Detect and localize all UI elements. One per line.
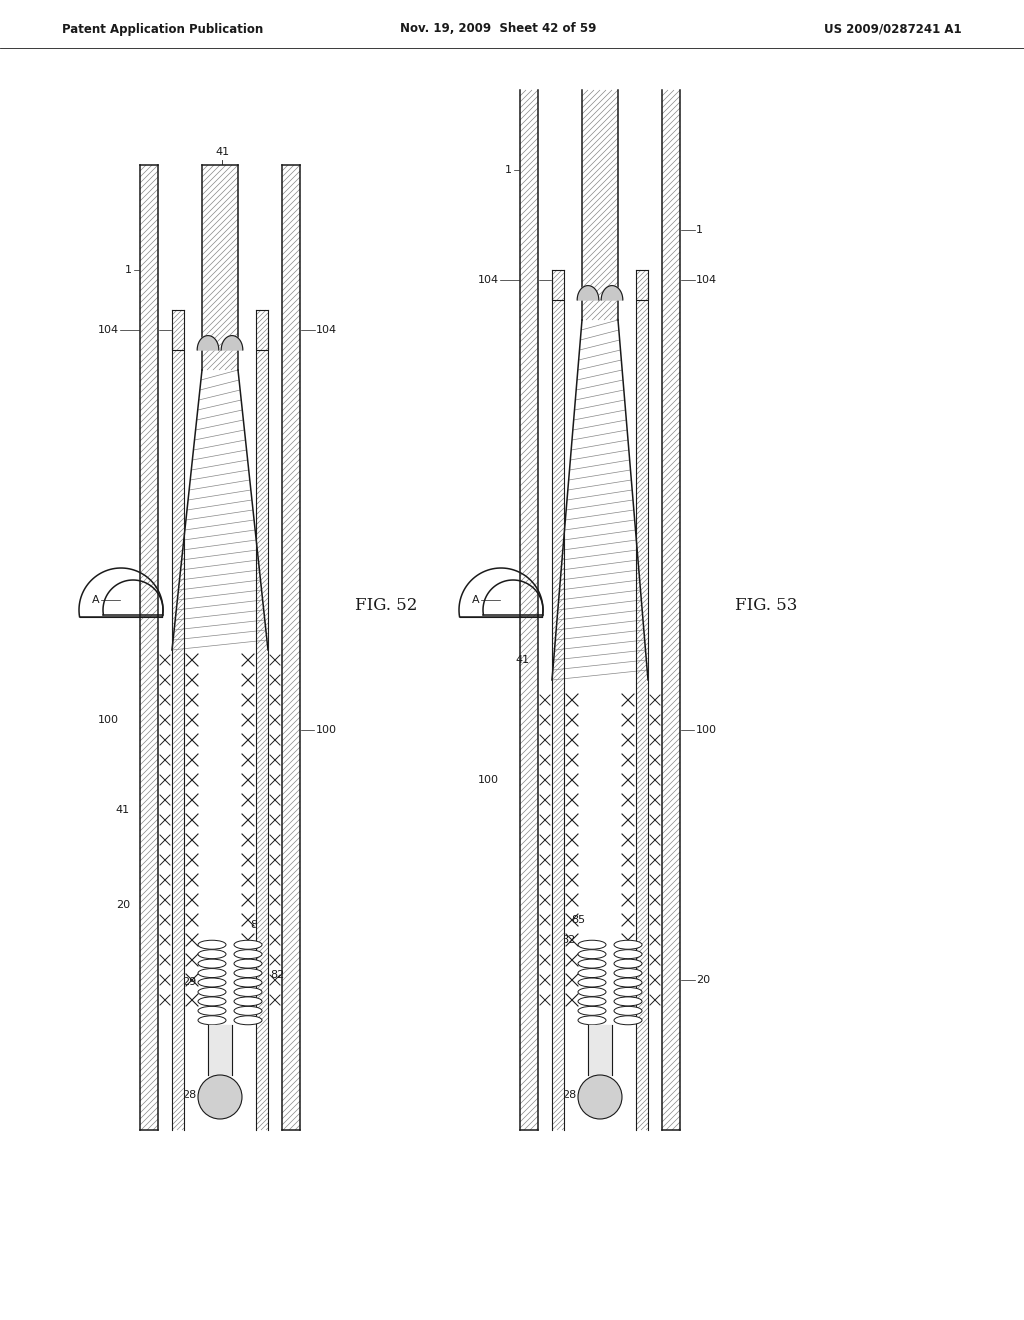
Text: 1: 1: [505, 165, 512, 176]
Ellipse shape: [234, 987, 262, 997]
Ellipse shape: [578, 997, 606, 1006]
Text: 85: 85: [570, 915, 585, 925]
Ellipse shape: [234, 978, 262, 987]
Ellipse shape: [198, 1016, 226, 1024]
Ellipse shape: [578, 978, 606, 987]
Ellipse shape: [614, 960, 642, 968]
Ellipse shape: [234, 969, 262, 978]
Text: FIG. 53: FIG. 53: [735, 597, 798, 614]
Text: 29: 29: [584, 975, 598, 985]
Text: 41: 41: [215, 147, 229, 157]
Ellipse shape: [614, 949, 642, 958]
Ellipse shape: [614, 987, 642, 997]
Text: 100: 100: [98, 715, 119, 725]
Ellipse shape: [234, 997, 262, 1006]
Ellipse shape: [234, 960, 262, 968]
Ellipse shape: [578, 987, 606, 997]
Polygon shape: [578, 285, 599, 300]
Text: 82: 82: [562, 935, 575, 945]
Ellipse shape: [198, 997, 226, 1006]
Text: 104: 104: [316, 325, 337, 335]
Ellipse shape: [578, 940, 606, 949]
Ellipse shape: [234, 1016, 262, 1024]
Polygon shape: [198, 335, 219, 350]
Ellipse shape: [614, 997, 642, 1006]
Ellipse shape: [614, 940, 642, 949]
Text: 28: 28: [181, 1090, 196, 1100]
Ellipse shape: [614, 1016, 642, 1024]
Circle shape: [578, 1074, 622, 1119]
Ellipse shape: [578, 949, 606, 958]
Text: Nov. 19, 2009  Sheet 42 of 59: Nov. 19, 2009 Sheet 42 of 59: [400, 22, 596, 36]
Ellipse shape: [234, 1006, 262, 1015]
Ellipse shape: [198, 949, 226, 958]
Text: 41: 41: [116, 805, 130, 814]
Polygon shape: [221, 335, 243, 350]
Ellipse shape: [198, 987, 226, 997]
Ellipse shape: [234, 940, 262, 949]
Text: 104: 104: [98, 325, 119, 335]
Ellipse shape: [578, 1016, 606, 1024]
Ellipse shape: [198, 960, 226, 968]
Ellipse shape: [614, 978, 642, 987]
Text: FIG. 52: FIG. 52: [355, 597, 418, 614]
Text: A: A: [472, 595, 480, 605]
Text: 29: 29: [181, 977, 196, 987]
Text: Patent Application Publication: Patent Application Publication: [62, 22, 263, 36]
Text: 28: 28: [562, 1090, 575, 1100]
Text: 20: 20: [116, 900, 130, 909]
Text: 104: 104: [478, 275, 499, 285]
Ellipse shape: [198, 1006, 226, 1015]
Ellipse shape: [234, 949, 262, 958]
Text: A: A: [92, 595, 100, 605]
Text: 100: 100: [696, 725, 717, 735]
Text: 41: 41: [595, 100, 609, 110]
Circle shape: [198, 1074, 242, 1119]
Ellipse shape: [578, 960, 606, 968]
Text: 100: 100: [316, 725, 337, 735]
Polygon shape: [601, 285, 623, 300]
Text: US 2009/0287241 A1: US 2009/0287241 A1: [824, 22, 962, 36]
Ellipse shape: [578, 1006, 606, 1015]
Text: 100: 100: [478, 775, 499, 785]
Text: 104: 104: [696, 275, 717, 285]
Ellipse shape: [614, 1006, 642, 1015]
Text: 1: 1: [125, 265, 132, 275]
Ellipse shape: [614, 969, 642, 978]
Text: 85: 85: [250, 920, 264, 931]
Text: 1: 1: [696, 224, 703, 235]
Ellipse shape: [578, 969, 606, 978]
Text: 41: 41: [516, 655, 530, 665]
Ellipse shape: [198, 940, 226, 949]
Text: 20: 20: [696, 975, 710, 985]
Text: 82: 82: [270, 970, 285, 979]
Ellipse shape: [198, 978, 226, 987]
Ellipse shape: [198, 969, 226, 978]
